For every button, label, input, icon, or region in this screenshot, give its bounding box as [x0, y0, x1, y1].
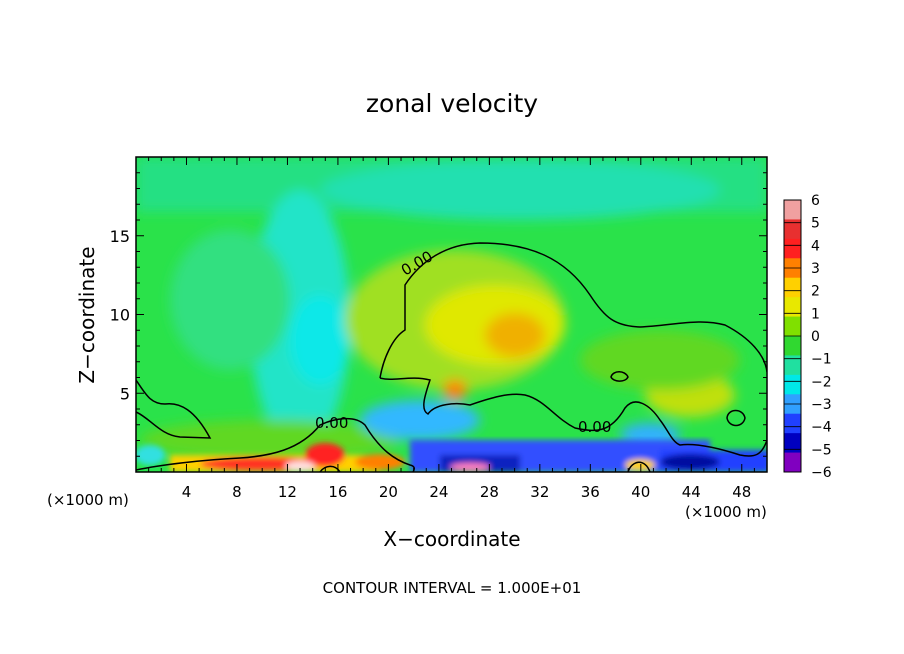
y-tick-label: 10	[110, 306, 130, 325]
colorbar-label: 4	[811, 238, 820, 254]
x-tick-label: 8	[232, 483, 242, 501]
x-unit-right: (×1000 m)	[685, 503, 767, 521]
colorbar-label: −6	[811, 465, 832, 481]
colorbar-label: −4	[811, 420, 832, 436]
x-tick-label: 28	[480, 483, 499, 501]
colorbar-label: 2	[811, 284, 820, 300]
colorbar-label: −5	[811, 442, 832, 458]
contour-lines	[136, 242, 767, 472]
x-tick-label: 40	[631, 483, 650, 501]
chart-title: zonal velocity	[366, 89, 538, 118]
colorbar-swatch	[784, 219, 801, 240]
colorbar-swatch	[784, 238, 801, 259]
colorbar: 6 5 4 3 2 1 0 −1 −2 −3 −4 −5 −6	[783, 193, 832, 481]
colorbar-swatch	[784, 297, 801, 318]
contour-interval-note: CONTOUR INTERVAL = 1.000E+01	[323, 579, 582, 597]
x-tick-label: 16	[328, 483, 347, 501]
colorbar-label: 5	[811, 216, 820, 232]
heatmap-field: 0.00 0.00 0.00	[136, 157, 767, 472]
colorbar-swatch	[784, 433, 801, 454]
x-unit-left: (×1000 m)	[47, 491, 129, 509]
colorbar-label: 3	[811, 261, 820, 277]
colorbar-label: −1	[811, 352, 832, 368]
colorbar-swatch	[784, 355, 801, 376]
x-axis-label: X−coordinate	[383, 527, 520, 551]
contour-label-left: 0.00	[315, 414, 348, 432]
x-tick-label: 20	[379, 483, 398, 501]
x-tick-label: 12	[278, 483, 297, 501]
colorbar-label: −3	[811, 397, 832, 413]
contour-label-right: 0.00	[578, 418, 611, 436]
x-tick-label: 48	[732, 483, 751, 501]
colorbar-label: −2	[811, 374, 832, 390]
y-tick-label: 15	[110, 227, 130, 246]
x-axis: 4 8 12 16 20 24 28 32 36 40 44 48	[148, 157, 755, 501]
colorbar-swatch	[784, 413, 801, 434]
colorbar-swatch	[784, 336, 801, 356]
x-tick-label: 44	[682, 483, 701, 501]
colorbar-swatch	[784, 374, 801, 395]
x-tick-label: 36	[581, 483, 600, 501]
y-axis-label: Z−coordinate	[75, 246, 99, 383]
y-tick-label: 5	[120, 384, 130, 403]
colorbar-swatch	[784, 452, 801, 473]
colorbar-label: 0	[811, 329, 820, 345]
colorbar-swatch	[784, 200, 801, 220]
colorbar-swatch	[784, 277, 801, 298]
colorbar-label: 1	[811, 306, 820, 322]
x-tick-label: 4	[182, 483, 192, 501]
colorbar-swatch	[784, 316, 801, 337]
x-tick-label: 32	[530, 483, 549, 501]
x-tick-label: 24	[429, 483, 448, 501]
y-axis: 5 10 15	[110, 172, 767, 457]
colorbar-label: 6	[811, 193, 820, 209]
